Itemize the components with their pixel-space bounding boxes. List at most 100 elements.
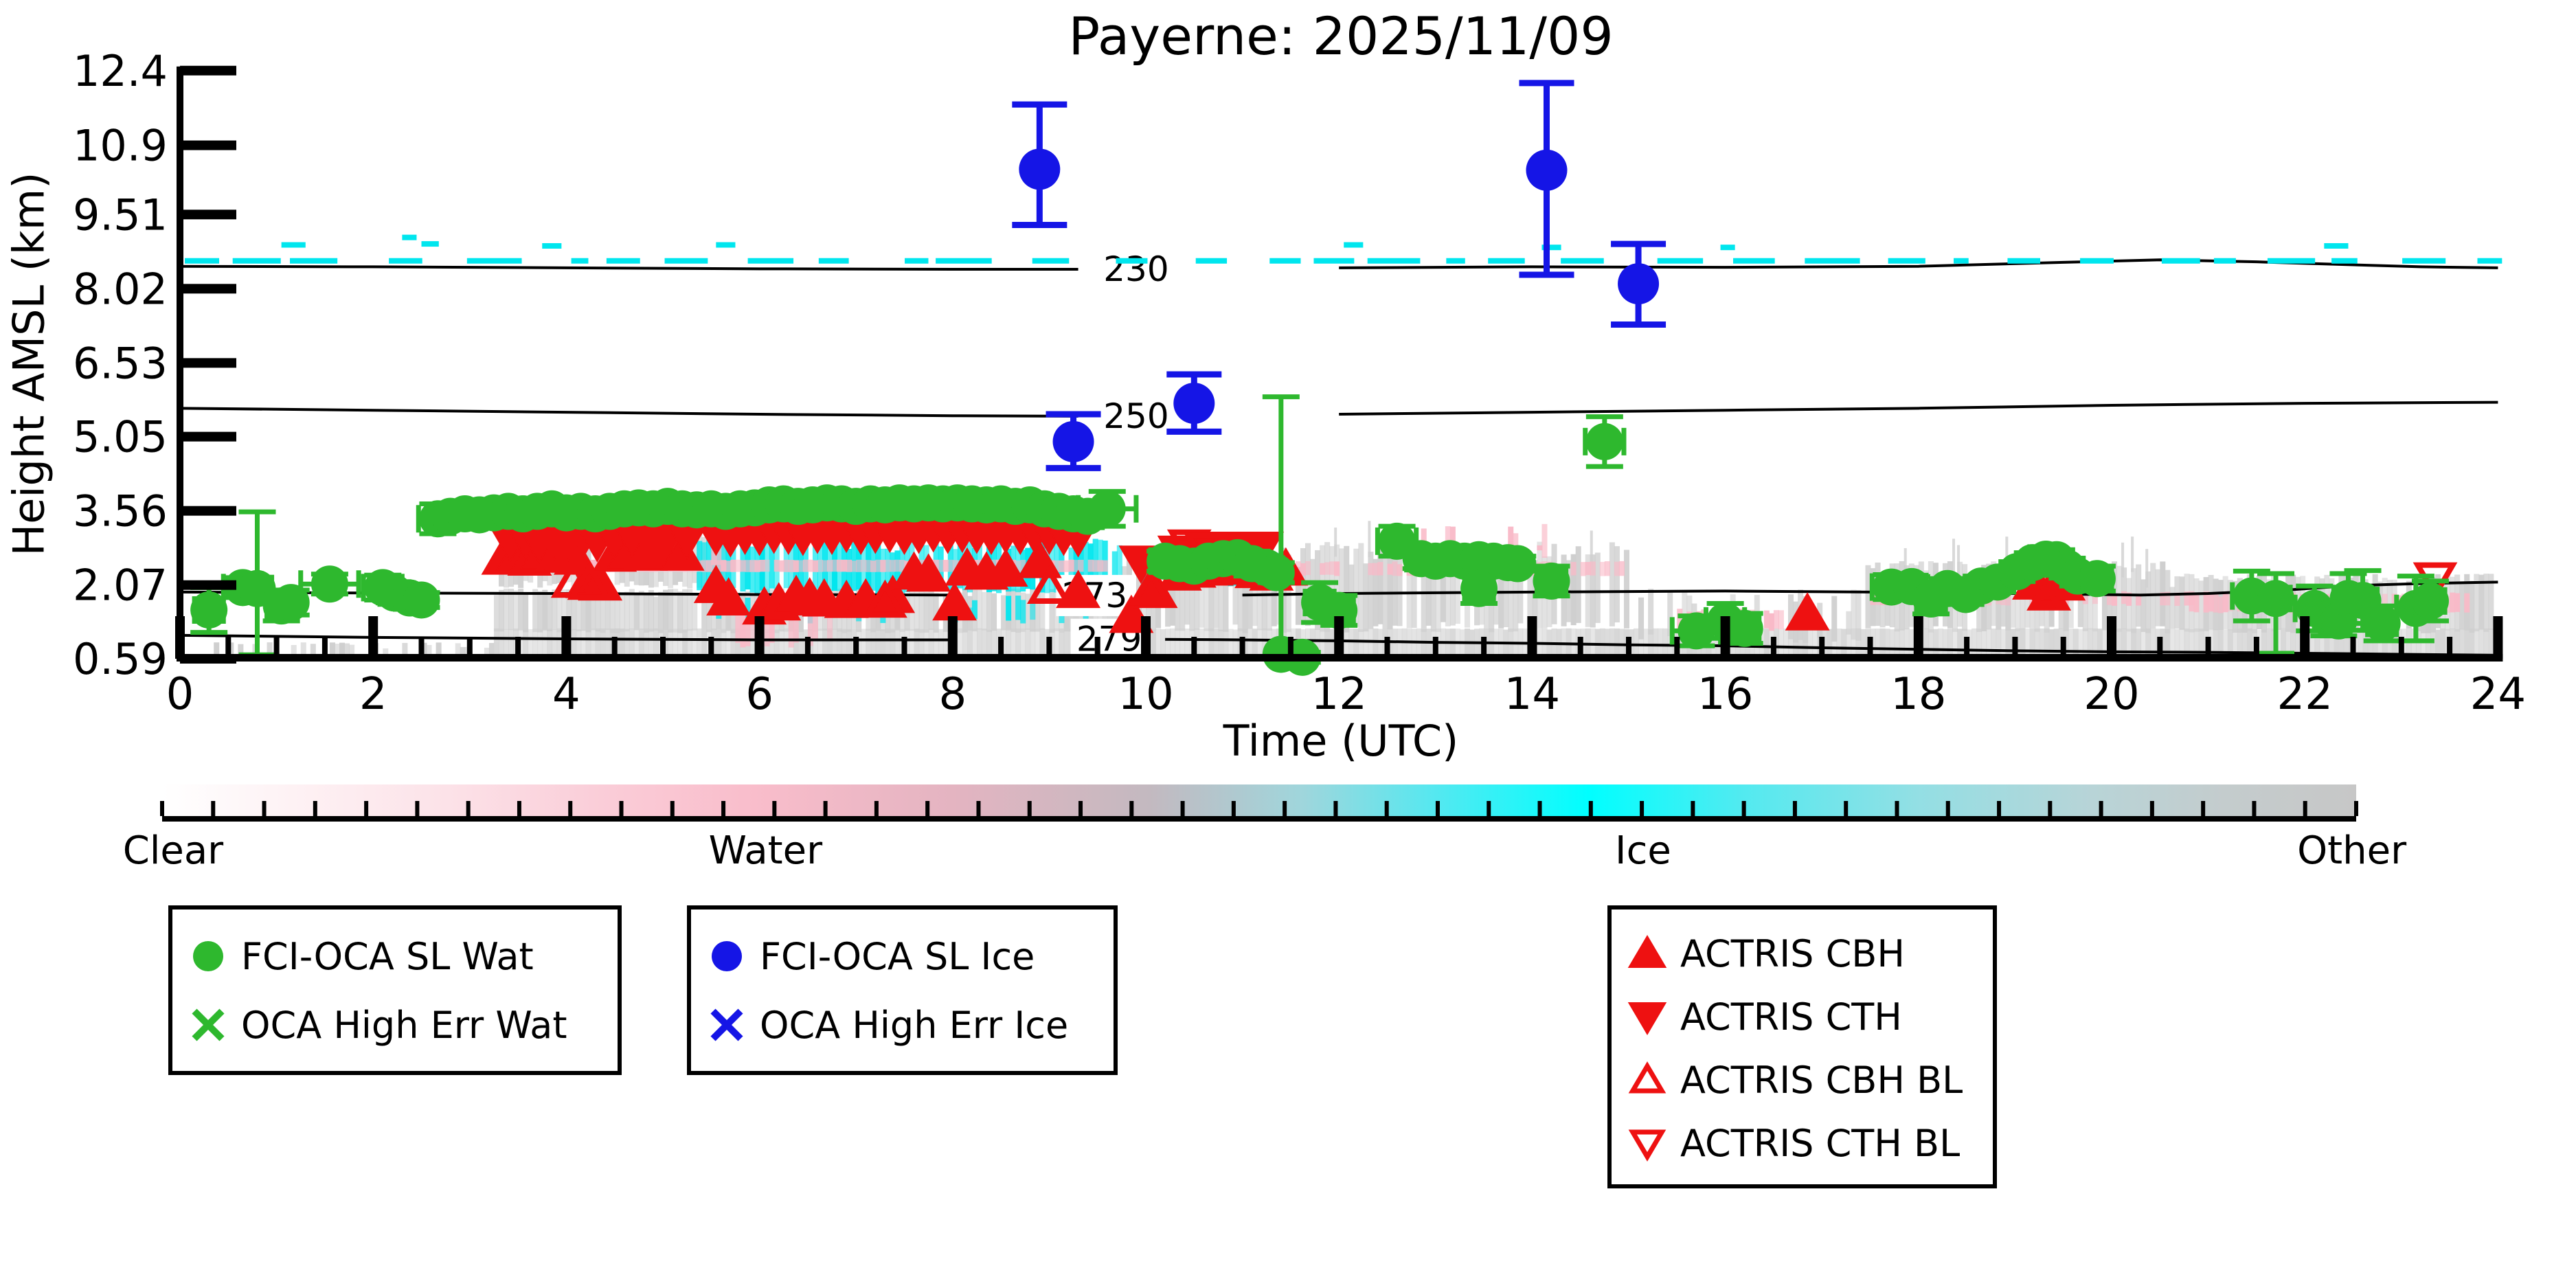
y-tick-label: 2.07 [73, 561, 168, 611]
y-tick [180, 431, 236, 442]
actris-cbh-bl-point [1027, 565, 1072, 605]
x-tick-major [175, 616, 185, 659]
water-point [190, 591, 228, 629]
colorbar-tick [517, 801, 521, 816]
actris-cbh-point [906, 553, 951, 592]
cyan-dash [542, 242, 562, 249]
legend-marker-dot [193, 941, 223, 971]
colorbar-tick [364, 801, 369, 816]
cyan-dash [2213, 258, 2236, 264]
colorbar-gradient [162, 784, 2356, 816]
colorbar-tick [1231, 801, 1236, 816]
y-tick-label: 12.4 [73, 46, 168, 96]
legend-item: ACTRIS CTH BL [1625, 1111, 1979, 1175]
cyan-dash [1195, 258, 1228, 264]
y-tick-label: 9.51 [73, 190, 168, 240]
colorbar-tick [1895, 801, 1899, 816]
colorbar-tick [1997, 801, 2002, 816]
x-tick-minor [1432, 637, 1438, 659]
isotherm-line [179, 264, 1078, 271]
cyan-dash [421, 241, 439, 247]
colorbar-tick [1283, 801, 1287, 816]
x-tick-minor [2012, 637, 2018, 659]
x-tick-minor [804, 637, 811, 659]
cyan-dash [1488, 258, 1525, 264]
legend-item: OCA High Err Wat [186, 991, 604, 1059]
colorbar-tick [925, 801, 930, 816]
actris-cbh-point [983, 548, 1028, 587]
legend-actris: ACTRIS CBH ACTRIS CTH ACTRIS CBH BL ACTRIS … [1607, 905, 1997, 1188]
legend-marker-tri-up [1627, 935, 1667, 968]
x-tick-minor [225, 637, 231, 659]
x-tick-minor [611, 637, 618, 659]
x-tick-major [1334, 616, 1344, 659]
x-tick-major [1141, 616, 1151, 659]
colorbar-tick [1435, 801, 1440, 816]
water-point [1533, 562, 1570, 600]
water-point [1460, 569, 1498, 607]
legend-item: FCI-OCA SL Wat [186, 922, 604, 991]
cyan-dash [1344, 242, 1364, 248]
cyan-dash [2402, 258, 2446, 264]
x-tick-major [561, 616, 572, 659]
x-tick-minor [1577, 637, 1583, 659]
chart-title: Payerne: 2025/11/09 [1068, 5, 1614, 67]
cyan-dash [1541, 245, 1561, 251]
colorbar-tick [1588, 801, 1593, 816]
y-tick-label: 5.05 [73, 412, 168, 462]
y-tick [180, 210, 236, 220]
water-point [1585, 422, 1623, 460]
x-tick-minor [273, 637, 280, 659]
water-point [272, 584, 310, 622]
x-tick-minor [2157, 637, 2163, 659]
x-tick-minor [1046, 637, 1052, 659]
legend-marker-x [192, 1008, 225, 1041]
curtain-region [214, 642, 499, 657]
water-point [1257, 554, 1295, 591]
x-tick-label: 4 [552, 669, 580, 720]
y-tick-label: 0.59 [73, 634, 168, 684]
legend-marker-tri-down-open [1628, 1129, 1667, 1162]
cyan-dash [571, 258, 589, 264]
x-tick-minor [660, 637, 666, 659]
cyan-dash [905, 258, 929, 264]
cyan-dash [2477, 258, 2502, 264]
actris-cbh-point [706, 577, 752, 616]
colorbar-tick [721, 801, 726, 816]
legend-item: ACTRIS CBH BL [1625, 1048, 1979, 1111]
ice-point [1019, 148, 1061, 190]
cyan-dash [2080, 258, 2114, 264]
water-point [310, 565, 348, 603]
cyan-dash [664, 258, 708, 264]
y-tick-label: 3.56 [73, 486, 168, 536]
x-tick-minor [1867, 637, 1873, 659]
cyan-dash [2007, 258, 2040, 264]
legend-item-label: FCI-OCA SL Ice [760, 934, 1035, 978]
x-tick-minor [853, 637, 859, 659]
colorbar-tick [1129, 801, 1134, 816]
cyan-dash [290, 258, 338, 264]
colorbar-tick [1384, 801, 1389, 816]
x-tick-label: 12 [1311, 669, 1366, 720]
water-point [1320, 591, 1358, 629]
colorbar-tick [568, 801, 573, 816]
fci-oca-ice-markers [1012, 80, 1667, 471]
actris-cbh-bl-point [1128, 567, 1173, 606]
x-tick-minor [2350, 637, 2356, 659]
isotherm-label-bg [1097, 249, 1175, 291]
isotherm-line [179, 407, 1078, 418]
legend-item-label: FCI-OCA SL Wat [241, 934, 534, 978]
x-tick-major [754, 616, 765, 659]
actris-cbh-point [1785, 592, 1830, 631]
colorbar-tick [211, 801, 216, 816]
legend-fci-oca-ice: FCI-OCA SL Ice OCA High Err Ice [687, 905, 1118, 1075]
cyan-dash [2161, 258, 2200, 264]
x-tick-major [1527, 616, 1537, 659]
ice-point [1173, 383, 1215, 425]
y-tick [180, 284, 236, 294]
colorbar-tick [670, 801, 675, 816]
x-tick-minor [1964, 637, 1970, 659]
x-tick-minor [1674, 637, 1680, 659]
cyan-dash [2267, 258, 2316, 264]
cyan-dash [747, 258, 794, 264]
